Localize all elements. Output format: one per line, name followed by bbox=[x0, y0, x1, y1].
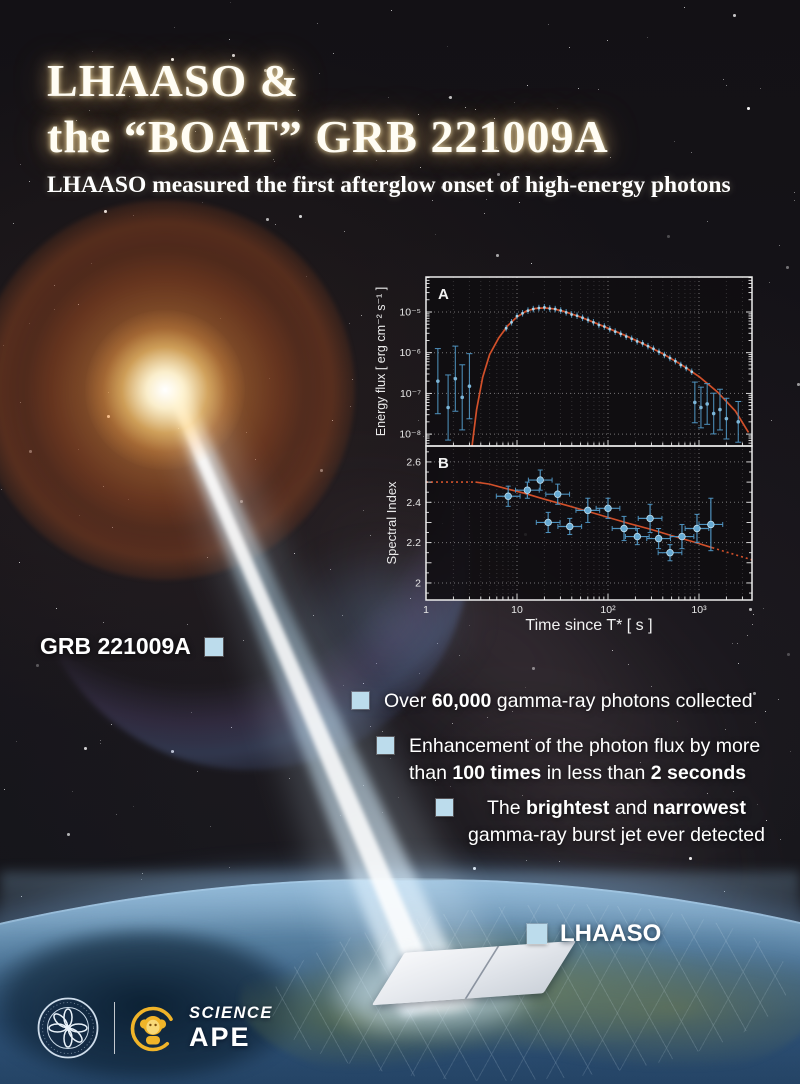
svg-text:2.2: 2.2 bbox=[406, 537, 421, 549]
svg-text:A: A bbox=[438, 286, 449, 303]
svg-text:2.4: 2.4 bbox=[406, 497, 421, 509]
bullet-square-icon bbox=[436, 799, 453, 816]
lhaaso-label: LHAASO bbox=[527, 920, 661, 948]
svg-text:2: 2 bbox=[415, 577, 421, 589]
poster-title-line2: the “BOAT” GRB 221009A bbox=[47, 111, 609, 162]
grb-label-text: GRB 221009A bbox=[40, 633, 191, 659]
grb-marker-square-icon bbox=[204, 637, 223, 656]
svg-text:Time since T* [ s ]: Time since T* [ s ] bbox=[525, 617, 652, 634]
afterglow-chart-svg: 10⁻⁵ 10⁻⁶ 10⁻⁷ 10⁻⁸ 2 2.2 2.4 2.6 1 10 10² 10³ A B Ene… bbox=[374, 276, 753, 634]
svg-text:2.6: 2.6 bbox=[406, 456, 421, 468]
svg-text:1: 1 bbox=[423, 604, 429, 616]
bullet-square-icon bbox=[377, 737, 394, 754]
afterglow-chart-inset: 10⁻⁵ 10⁻⁶ 10⁻⁷ 10⁻⁸ 2 2.2 2.4 2.6 1 10 10² 10³ A B Ene… bbox=[365, 265, 765, 645]
svg-text:B: B bbox=[438, 455, 449, 472]
bullet-text: Over 60,000 gamma-ray photons collected bbox=[384, 690, 753, 712]
lhaaso-label-text: LHAASO bbox=[560, 920, 662, 947]
grb-label: GRB 221009A bbox=[40, 633, 223, 660]
jet-beam-core bbox=[167, 386, 446, 1008]
poster-subtitle: LHAASO measured the first afterglow onse… bbox=[47, 172, 731, 198]
svg-text:Energy flux [ erg cm⁻² s⁻¹ ]: Energy flux [ erg cm⁻² s⁻¹ ] bbox=[374, 287, 388, 436]
cas-emblem-icon bbox=[37, 997, 99, 1059]
logo-divider bbox=[114, 1002, 115, 1054]
bullet-text: Enhancement of the photon flux by more th… bbox=[409, 735, 761, 784]
bullet-brightest-jet: The brightest and narrowest gamma-ray bur… bbox=[436, 795, 765, 849]
science-ape-wordmark-bottom: APE bbox=[189, 1022, 251, 1053]
bullet-text: The brightest and narrowest gamma-ray bur… bbox=[468, 797, 765, 846]
svg-text:10⁻⁷: 10⁻⁷ bbox=[400, 388, 421, 400]
svg-text:Spectral Index: Spectral Index bbox=[384, 481, 399, 565]
bullet-flux-enhancement: Enhancement of the photon flux by more th… bbox=[377, 733, 760, 787]
science-ape-icon bbox=[130, 1006, 176, 1052]
bullet-square-icon bbox=[352, 692, 369, 709]
svg-text:10⁻⁶: 10⁻⁶ bbox=[399, 347, 421, 359]
poster-title-line1: LHAASO & bbox=[47, 55, 300, 106]
grb-core-glow bbox=[85, 310, 245, 470]
svg-text:10²: 10² bbox=[600, 604, 616, 616]
svg-text:10: 10 bbox=[511, 604, 523, 616]
svg-text:10³: 10³ bbox=[691, 604, 707, 616]
svg-text:10⁻⁸: 10⁻⁸ bbox=[399, 429, 421, 441]
svg-text:10⁻⁵: 10⁻⁵ bbox=[399, 307, 421, 319]
science-ape-wordmark: SCIENCE APE bbox=[189, 1005, 273, 1052]
footer-logos: SCIENCE APE bbox=[36, 996, 273, 1060]
science-ape-wordmark-top: SCIENCE bbox=[189, 1003, 273, 1022]
lhaaso-marker-square-icon bbox=[527, 924, 547, 944]
bullet-photons-collected: Over 60,000 gamma-ray photons collected bbox=[352, 688, 753, 715]
